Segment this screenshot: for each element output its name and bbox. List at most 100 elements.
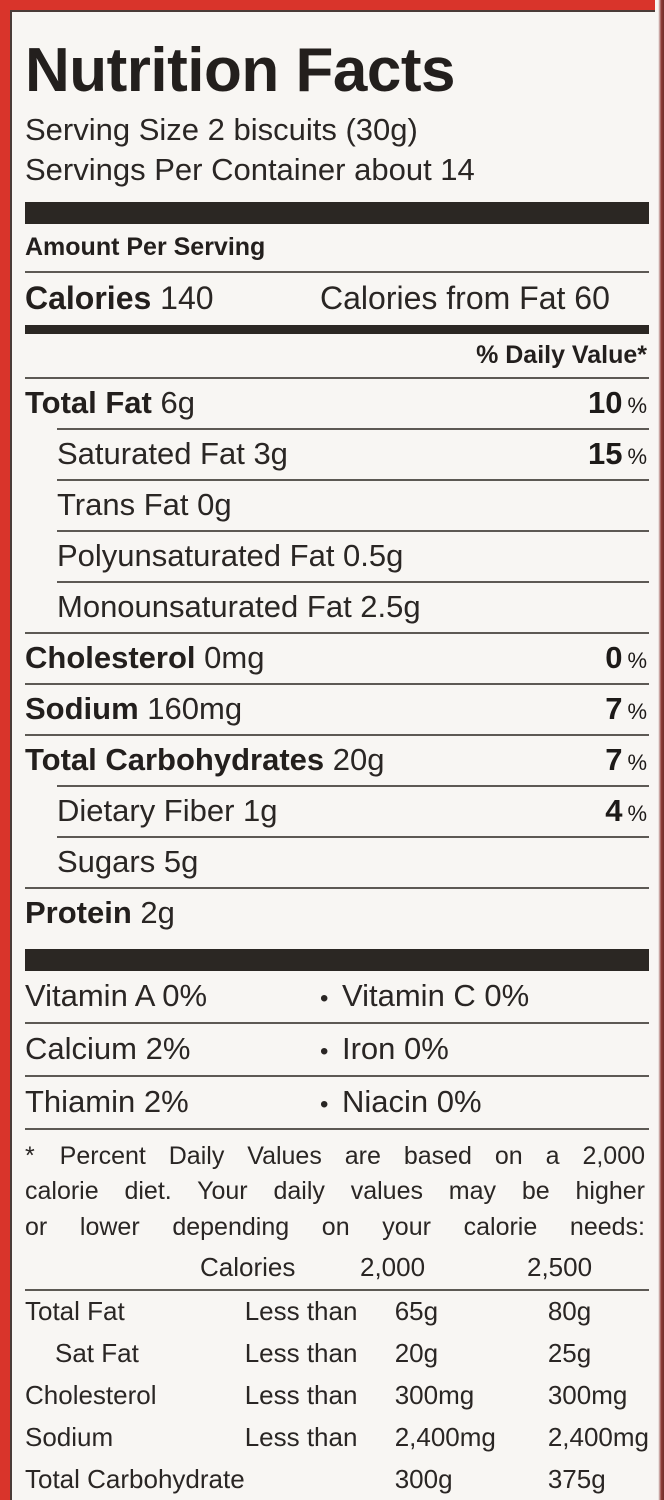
reference-name: Total Carbohydrate <box>25 1464 245 1495</box>
percent-sign: % <box>627 800 647 826</box>
calories-main: Calories 140 <box>25 280 320 317</box>
calories-label: Calories <box>25 279 152 316</box>
footnote-asterisk: * <box>25 1141 35 1170</box>
nutrient-name: Cholesterol 0mg <box>25 639 265 675</box>
nutrient-row-rule <box>25 886 649 889</box>
nutrient-row: Saturated Fat 3g 15% <box>25 430 649 479</box>
reference-value-2500: 80g <box>547 1296 592 1327</box>
reference-value-2000: 20g <box>394 1338 439 1369</box>
reference-value-2000: 300mg <box>394 1380 475 1411</box>
reference-value-2500: 300mg <box>547 1380 628 1411</box>
nutrient-name-bold: Cholesterol <box>25 639 196 675</box>
nutrient-row-rule <box>57 427 649 430</box>
footnote-line-2: calorie diet. Your daily values may be h… <box>25 1177 645 1206</box>
nutrient-row-rule <box>25 631 649 634</box>
daily-value-header: % Daily Value* <box>476 340 647 369</box>
table-row: Cholesterol Less than 300mg 300mg <box>25 1375 649 1417</box>
nutrient-row: Monounsaturated Fat 2.5g <box>25 583 649 632</box>
nutrient-name: Monounsaturated Fat 2.5g <box>57 588 421 624</box>
vitamin-left: Vitamin A 0% <box>25 977 208 1013</box>
servings-per-container-text: Servings Per Container about 14 <box>25 152 475 188</box>
reference-name: Cholesterol <box>25 1380 157 1411</box>
nutrient-row: Cholesterol 0mg 0% <box>25 634 649 683</box>
nutrient-row-rule <box>25 376 649 379</box>
reference-qualifier: Less than <box>244 1380 358 1411</box>
nutrient-name-bold: Sodium <box>25 690 139 726</box>
footnote-line-3: or lower depending on your calorie needs… <box>25 1212 645 1241</box>
nutrient-name-bold: Total Fat <box>25 384 152 420</box>
reference-header-table: Calories 2,000 2,500 <box>25 1247 649 1289</box>
nutrient-daily-value: 7% <box>605 690 647 726</box>
vitamin-right: Niacin 0% <box>342 1083 482 1119</box>
table-row: Sat Fat Less than 20g 25g <box>25 1333 649 1375</box>
vitamin-row-rule <box>25 1074 649 1077</box>
nutrient-row-rule <box>57 784 649 787</box>
panel-content: Nutrition Facts Serving Size 2 biscuits … <box>25 12 649 1500</box>
bullet-icon: • <box>320 984 329 1012</box>
rule-above-footnote <box>25 1127 649 1130</box>
footnote-line-1-text: Percent Daily Values are based on a 2,00… <box>59 1141 645 1170</box>
reference-qualifier <box>245 1459 395 1500</box>
nutrient-name: Sodium 160mg <box>25 690 243 726</box>
divider-bar-below-calories <box>25 324 649 334</box>
page-title: Nutrition Facts <box>25 36 455 105</box>
vitamin-right: Vitamin C 0% <box>342 977 530 1013</box>
bullet-icon: • <box>320 1037 329 1065</box>
vitamin-left: Calcium 2% <box>25 1030 191 1066</box>
reference-value-2000: 65g <box>394 1296 439 1327</box>
table-row: Sodium Less than 2,400mg 2,400mg <box>25 1417 649 1459</box>
vitamin-right: Iron 0% <box>342 1030 449 1066</box>
reference-header-spacer <box>25 1247 200 1289</box>
nutrient-row-rule <box>25 733 649 736</box>
reference-qualifier: Less than <box>244 1338 358 1369</box>
table-row: Total Fat Less than 65g 80g <box>25 1291 649 1333</box>
reference-value-2000: 2,400mg <box>394 1422 496 1453</box>
nutrient-name: Polyunsaturated Fat 0.5g <box>57 537 404 573</box>
calories-value: 140 <box>160 279 214 316</box>
amount-per-serving-label: Amount Per Serving <box>25 232 266 261</box>
divider-bar-top <box>25 201 649 224</box>
percent-sign: % <box>627 749 647 775</box>
nutrient-name: Protein 2g <box>25 894 175 930</box>
reference-header-2000: 2,000 <box>360 1252 426 1283</box>
nutrient-row: Sugars 5g <box>25 838 649 887</box>
nutrient-name-bold: Total Carbohydrates <box>25 741 325 777</box>
vitamin-row: Thiamin 2% • Niacin 0% <box>25 1077 649 1128</box>
nutrient-row: Dietary Fiber 1g 4% <box>25 787 649 836</box>
reference-qualifier: Less than <box>244 1296 358 1327</box>
nutrient-name: Total Fat 6g <box>25 384 195 420</box>
calories-row: Calories 140 Calories from Fat 60 <box>25 273 649 325</box>
reference-header-2500: 2,500 <box>527 1252 593 1283</box>
percent-sign: % <box>627 698 647 724</box>
reference-value-2500: 2,400mg <box>547 1422 649 1453</box>
nutrition-facts-panel: Nutrition Facts Serving Size 2 biscuits … <box>10 10 664 1500</box>
nutrient-daily-value: 7% <box>605 741 647 777</box>
nutrient-row-rule <box>57 580 649 583</box>
nutrient-row-rule <box>57 529 649 532</box>
calories-from-fat: Calories from Fat 60 <box>320 279 610 316</box>
nutrient-row: Total Carbohydrates 20g 7% <box>25 736 649 785</box>
nutrient-daily-value: 0% <box>605 639 647 675</box>
vitamin-rows: Vitamin A 0% • Vitamin C 0% Calcium 2% • Iron… <box>25 971 649 1128</box>
reference-name: Sat Fat <box>55 1338 139 1369</box>
nutrient-row: Polyunsaturated Fat 0.5g <box>25 532 649 581</box>
reference-value-2500: 375g <box>547 1464 606 1495</box>
nutrient-rows: Total Fat 6g 10% Saturated Fat 3g 15% Trans … <box>25 376 649 938</box>
reference-value-2000: 300g <box>394 1464 453 1495</box>
nutrient-row: Total Fat 6g 10% <box>25 379 649 428</box>
nutrient-name: Total Carbohydrates 20g <box>25 741 385 777</box>
vitamin-row: Vitamin A 0% • Vitamin C 0% <box>25 971 649 1022</box>
percent-sign: % <box>627 647 647 673</box>
nutrient-name-bold: Protein <box>25 894 132 930</box>
reference-name: Total Fat <box>25 1296 125 1327</box>
nutrient-row-rule <box>25 682 649 685</box>
rule-above-reference-table <box>25 1289 649 1292</box>
daily-value-footnote: * Percent Daily Values are based on a 2,… <box>25 1130 649 1248</box>
nutrient-daily-value: 15% <box>587 435 647 471</box>
reference-name: Sodium <box>25 1422 114 1453</box>
reference-qualifier: Less than <box>244 1422 358 1453</box>
reference-value-2500: 25g <box>547 1338 592 1369</box>
nutrient-name: Sugars 5g <box>57 843 199 879</box>
nutrient-daily-value: 10% <box>587 384 647 420</box>
